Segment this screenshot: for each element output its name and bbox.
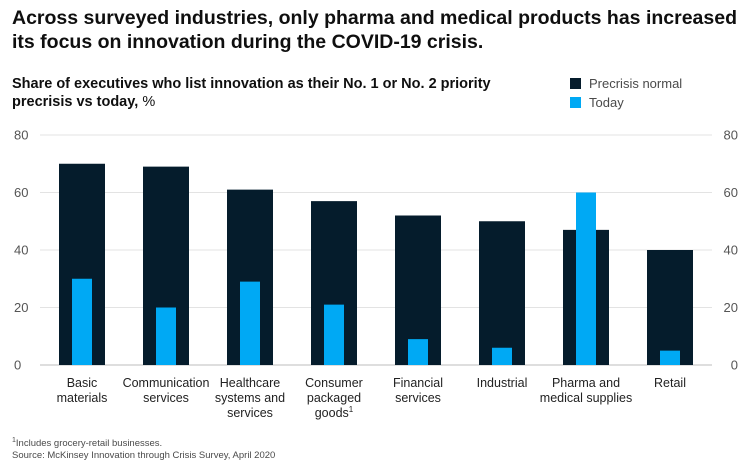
bar-today-0	[72, 278, 92, 365]
legend-item-precrisis: Precrisis normal	[570, 74, 682, 92]
legend-swatch-today	[570, 96, 581, 108]
y-tick-left-0: 0	[14, 358, 21, 373]
x-tick-label-3: Consumer packaged goods1	[305, 376, 363, 420]
legend: Precrisis normal Today	[570, 74, 682, 112]
y-tick-right-0: 0	[731, 358, 738, 373]
bar-precrisis-7	[647, 250, 693, 365]
x-tick-label-0: Basic materials	[57, 376, 108, 405]
legend-label-today: Today	[589, 94, 624, 110]
legend-label-precrisis: Precrisis normal	[589, 75, 683, 91]
bar-today-2	[240, 281, 260, 365]
bar-precrisis-5	[479, 221, 525, 365]
legend-item-today: Today	[570, 93, 682, 111]
y-tick-left-40: 40	[14, 243, 28, 258]
y-tick-right-80: 80	[724, 128, 738, 143]
legend-swatch-precrisis	[570, 77, 581, 89]
x-tick-label-6: Pharma and medical supplies	[540, 376, 632, 405]
chart-unit: %	[142, 94, 156, 110]
y-tick-right-40: 40	[724, 243, 738, 258]
footnote-mark: 1	[12, 436, 16, 444]
footnotes: 1Includes grocery-retail businesses. Sou…	[12, 436, 276, 462]
bar-today-7	[660, 350, 680, 365]
footnote-source: Source: McKinsey Innovation through Cris…	[12, 450, 276, 461]
y-tick-left-60: 60	[14, 185, 28, 200]
x-tick-label-7: Retail	[654, 376, 686, 390]
x-tick-label-1: Communication services	[123, 376, 210, 405]
x-tick-label-4: Financial services	[393, 376, 443, 405]
y-tick-left-80: 80	[14, 128, 28, 143]
bar-today-5	[492, 347, 512, 365]
bar-today-4	[408, 339, 428, 365]
chart-title: Share of executives who list innovation …	[12, 75, 532, 111]
bar-today-6	[576, 192, 596, 365]
y-tick-right-60: 60	[724, 185, 738, 200]
footnote-note-text: Includes grocery-retail businesses.	[15, 438, 163, 449]
footnote-note: 1Includes grocery-retail businesses.	[12, 436, 275, 450]
x-tick-label-2: Healthcare systems and services	[215, 376, 285, 420]
y-tick-left-20: 20	[14, 300, 28, 315]
bar-today-1	[156, 307, 176, 365]
y-tick-right-20: 20	[724, 300, 738, 315]
headline: Across surveyed industries, only pharma …	[12, 7, 738, 53]
chart-title-text: Share of executives who list innovation …	[12, 76, 491, 110]
bar-today-3	[324, 304, 344, 365]
x-tick-label-5: Industrial	[477, 376, 528, 390]
